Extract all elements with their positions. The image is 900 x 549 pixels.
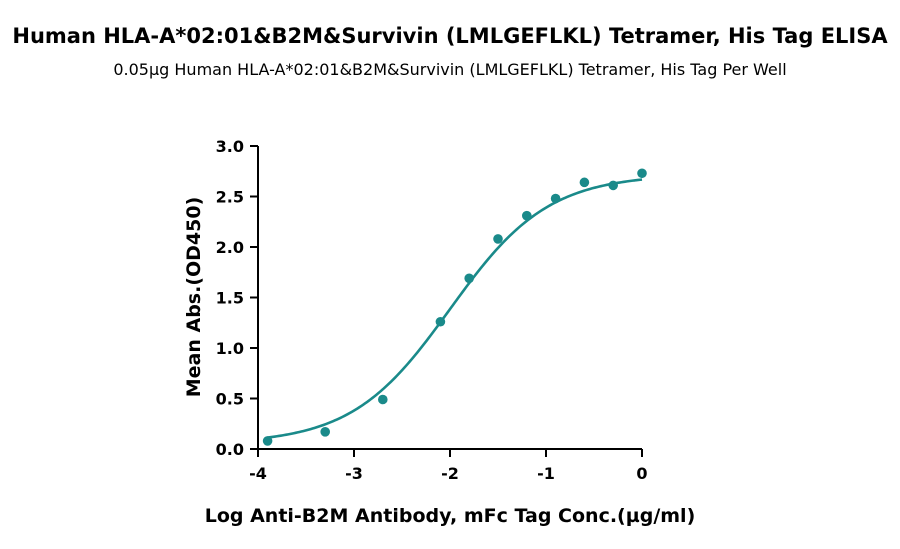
data-point (608, 180, 618, 191)
data-point (464, 273, 475, 284)
y-tick-label: 2.0 (216, 238, 244, 257)
data-point (435, 316, 446, 327)
data-points-layer (262, 168, 647, 446)
fit-curve-layer (267, 178, 643, 439)
x-tick-label: 0 (636, 464, 647, 483)
y-tick-label: 3.0 (216, 137, 244, 156)
y-axis-label: Mean Abs.(OD450) (183, 197, 205, 398)
fit-curve (267, 178, 643, 439)
data-point (550, 193, 561, 204)
data-point (522, 210, 532, 221)
y-tick-label: 0.0 (216, 440, 244, 459)
data-point (378, 394, 388, 405)
chart-subtitle: 0.05µg Human HLA-A*02:01&B2M&Survivin (L… (113, 60, 787, 79)
data-point (493, 234, 503, 244)
y-tick-label: 1.5 (216, 289, 244, 308)
x-tick-label: -2 (441, 464, 459, 483)
data-point (637, 168, 647, 179)
data-point (579, 177, 590, 188)
axes: 0.0 0.5 1.0 1.5 2.0 2.5 3.0 -4 -3 -2 -1 0 (216, 137, 648, 483)
y-tick-label: 2.5 (216, 188, 244, 207)
chart-title: Human HLA-A*02:01&B2M&Survivin (LMLGEFLK… (12, 24, 888, 48)
data-point (262, 436, 273, 446)
x-tick-label: -4 (249, 464, 267, 483)
x-tick-label: -1 (537, 464, 555, 483)
x-axis-label: Log Anti-B2M Antibody, mFc Tag Conc.(µg/… (205, 505, 696, 527)
data-point (320, 427, 331, 437)
x-tick-label: -3 (345, 464, 363, 483)
y-tick-label: 0.5 (216, 390, 244, 409)
y-tick-label: 1.0 (216, 339, 244, 358)
